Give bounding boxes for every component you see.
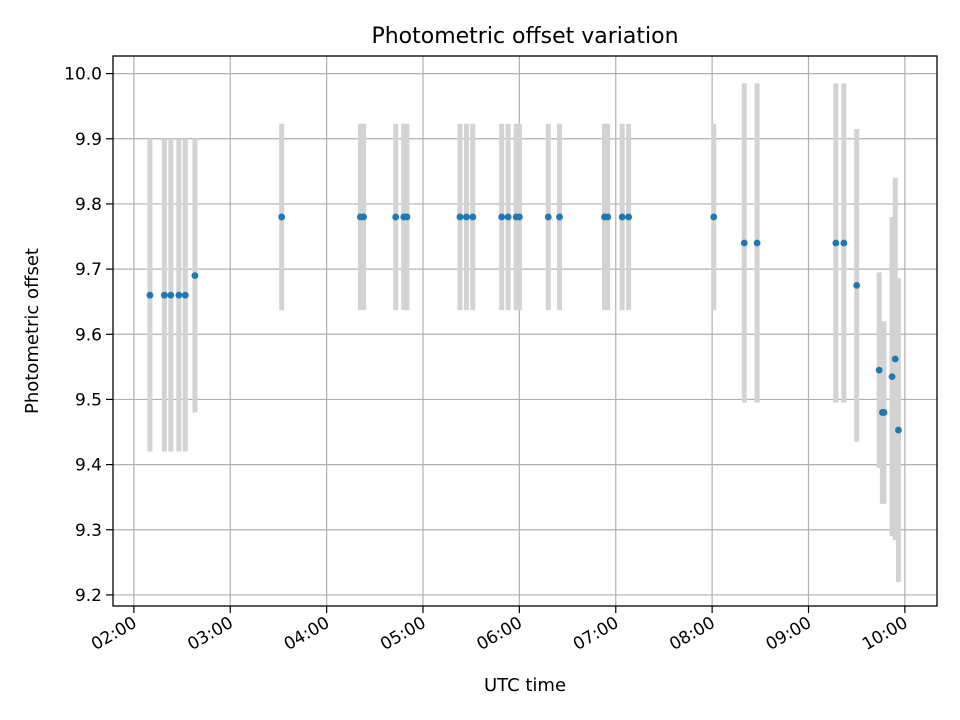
data-point	[875, 366, 883, 374]
data-point	[498, 213, 506, 221]
data-point	[146, 291, 154, 299]
y-tick-label: 9.9	[75, 130, 102, 150]
data-point	[753, 239, 761, 247]
data-point	[360, 213, 367, 221]
y-tick-label: 9.4	[75, 456, 102, 476]
data-point	[191, 272, 199, 280]
data-point	[469, 213, 477, 221]
data-point	[895, 426, 902, 434]
data-point	[504, 213, 512, 221]
y-tick-label: 9.7	[75, 260, 102, 280]
data-points	[146, 213, 902, 434]
data-point	[160, 291, 168, 299]
y-axis-label: Photometric offset	[22, 248, 43, 414]
data-point	[403, 213, 411, 221]
data-point	[556, 213, 563, 221]
y-tick-label: 9.6	[75, 325, 102, 345]
data-point	[740, 239, 748, 247]
data-point	[888, 373, 896, 381]
data-point	[181, 291, 189, 299]
data-point	[891, 355, 899, 363]
data-point	[832, 239, 840, 247]
data-point	[278, 213, 286, 221]
data-point	[604, 213, 612, 221]
data-point	[515, 213, 523, 221]
data-point	[853, 281, 861, 289]
chart-title: Photometric offset variation	[371, 24, 678, 49]
plot-frame	[112, 55, 938, 607]
x-axis-label: UTC time	[484, 675, 566, 696]
data-point	[625, 213, 633, 221]
data-point	[544, 213, 552, 221]
y-tick-label: 9.3	[75, 521, 102, 541]
y-tick-label: 9.5	[75, 390, 102, 410]
data-point	[880, 409, 888, 416]
data-point	[392, 213, 400, 221]
data-point	[456, 213, 464, 221]
y-tick-label: 10.0	[64, 65, 102, 85]
y-axis-ticks: 9.2 9.3 9.4 9.5 9.6 9.7 9.8 9.9 10.0	[64, 65, 113, 606]
data-point	[175, 291, 183, 299]
data-point	[462, 213, 470, 221]
data-point	[167, 291, 175, 299]
y-tick-label: 9.8	[75, 195, 102, 215]
data-point	[840, 239, 848, 247]
data-point	[710, 213, 718, 221]
data-point	[618, 213, 626, 221]
y-tick-label: 9.2	[75, 586, 102, 606]
grid	[113, 56, 937, 606]
